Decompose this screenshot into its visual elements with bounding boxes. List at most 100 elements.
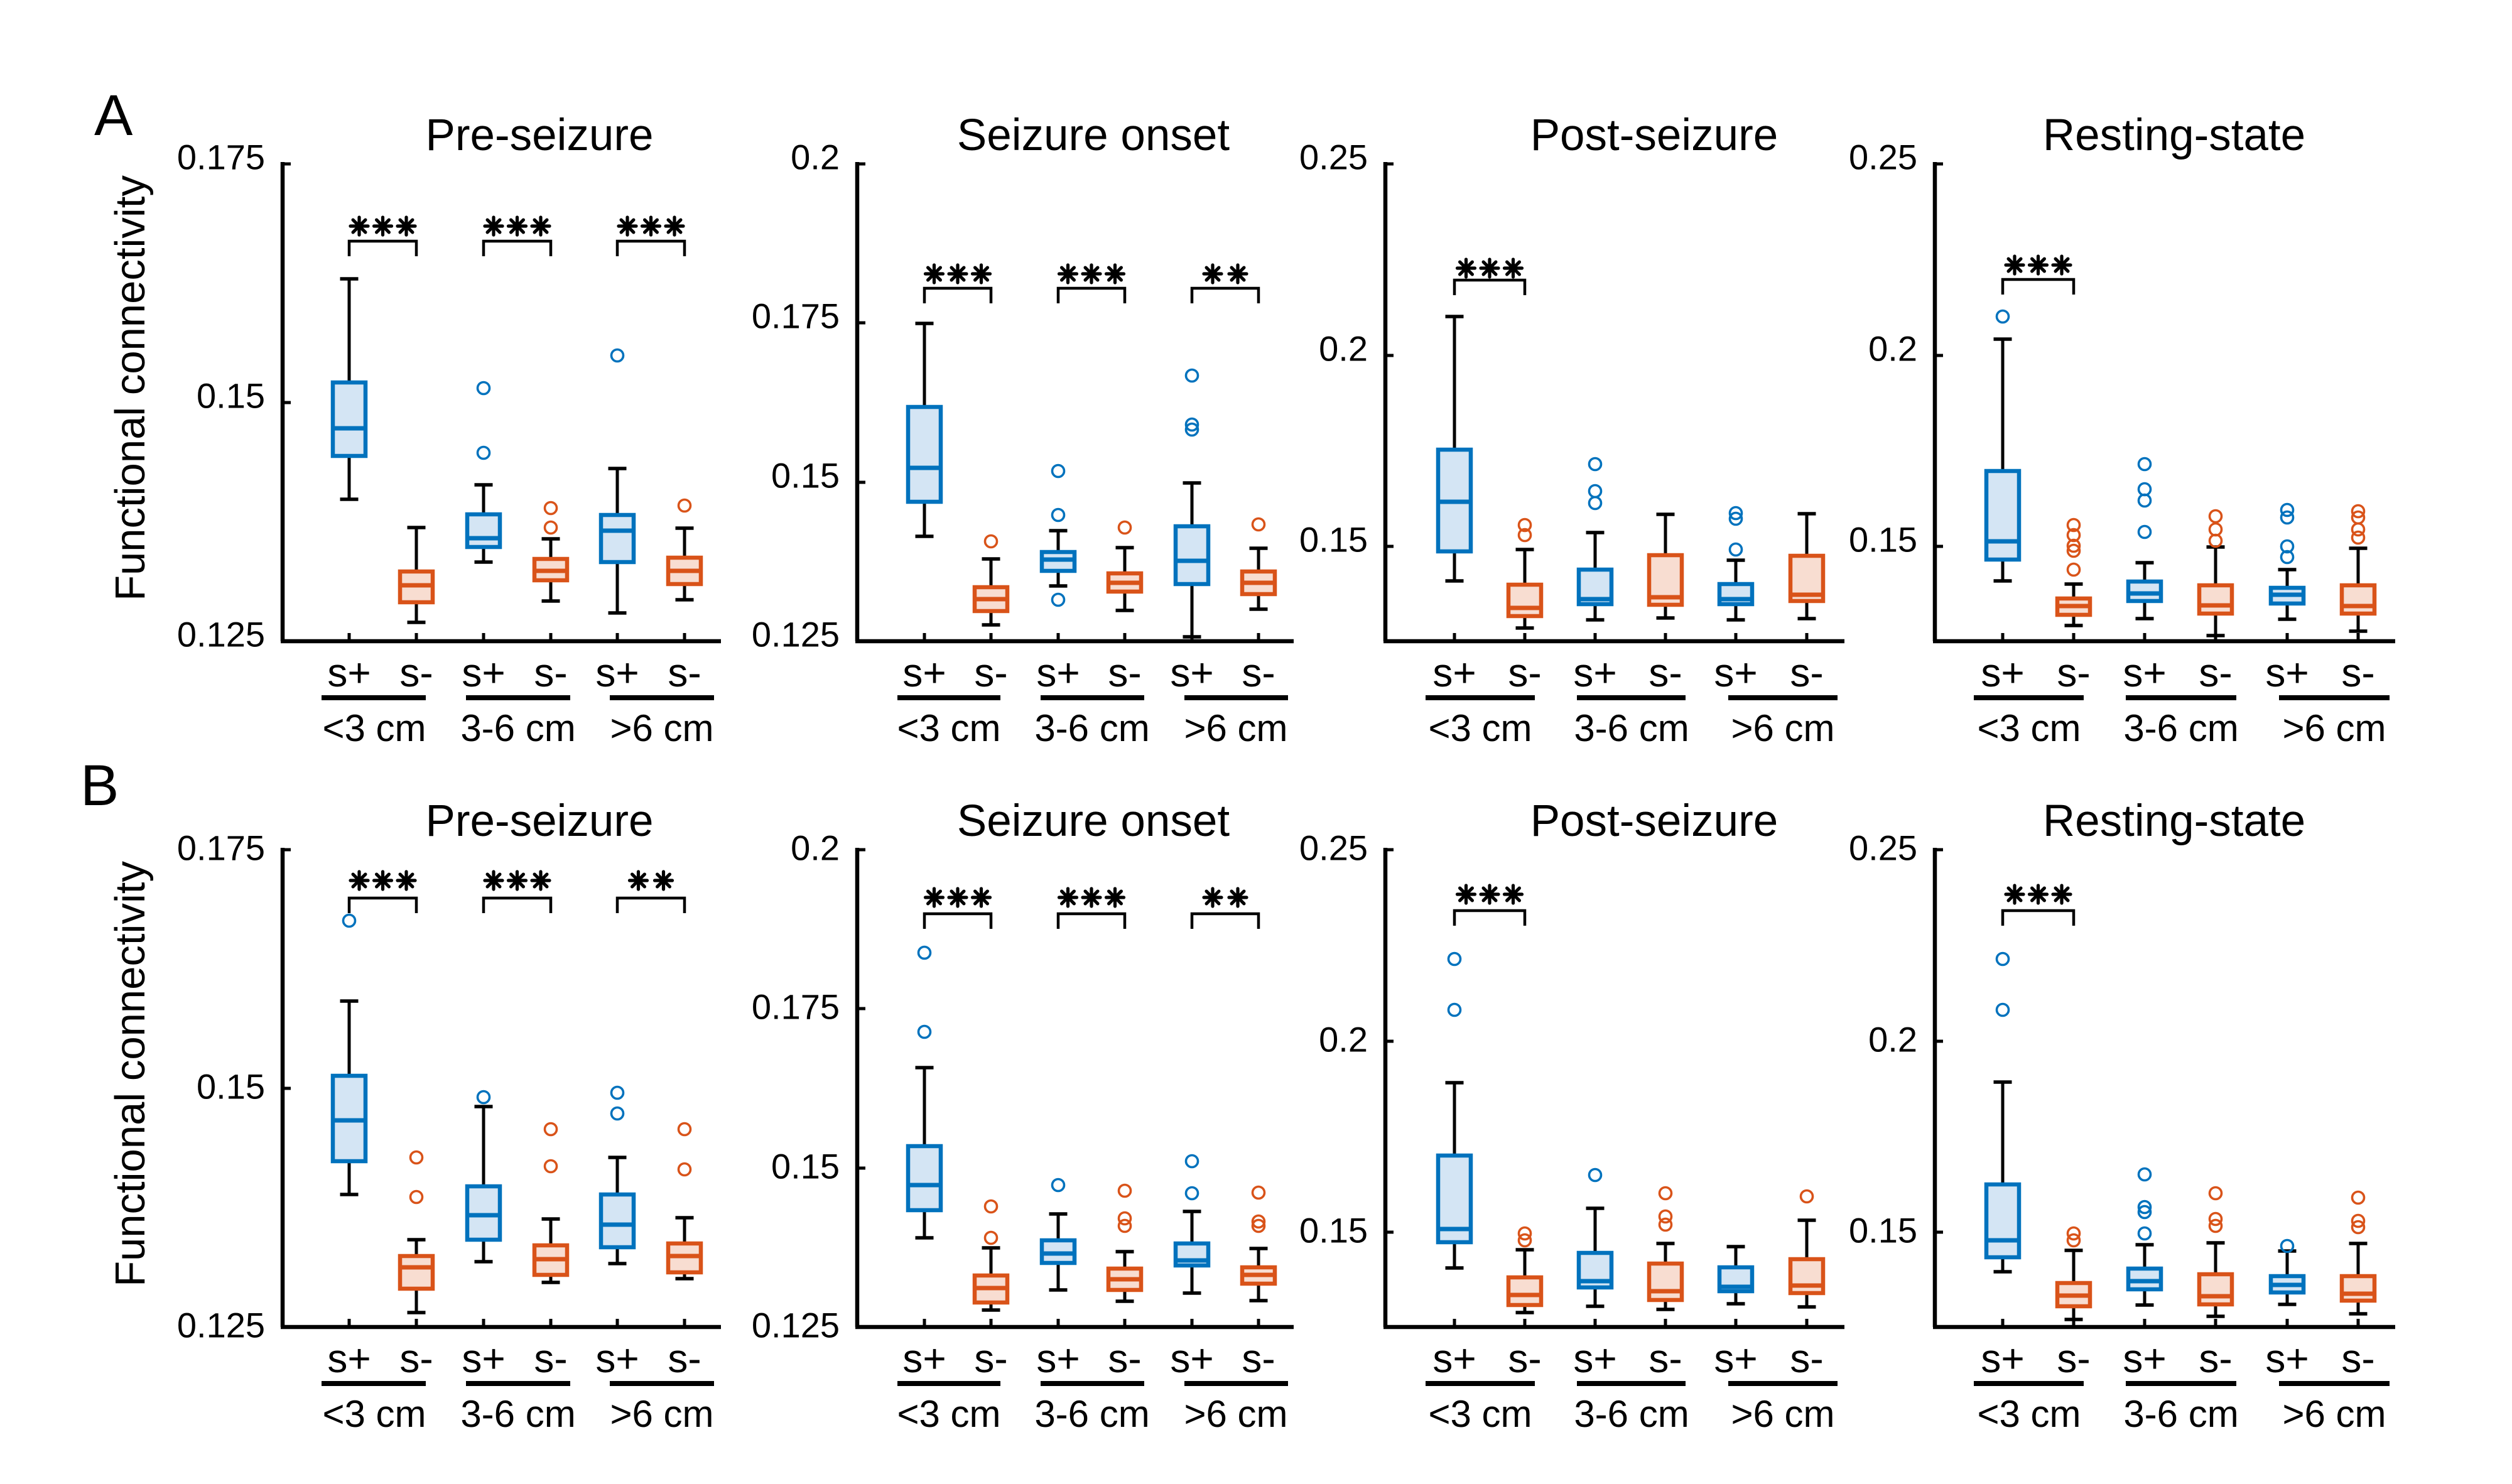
svg-text:s-: s- (2341, 1336, 2374, 1381)
svg-text:0.2: 0.2 (791, 138, 840, 177)
svg-text:3-6 cm: 3-6 cm (2123, 1393, 2238, 1435)
svg-text:<3 cm: <3 cm (322, 707, 426, 749)
svg-text:Post-seizure: Post-seizure (1530, 111, 1778, 160)
svg-text:s+: s+ (1170, 1336, 1213, 1381)
svg-text:0.25: 0.25 (1299, 828, 1368, 868)
svg-text:0.175: 0.175 (752, 296, 840, 336)
svg-text:>6 cm: >6 cm (610, 707, 713, 749)
svg-text:3-6 cm: 3-6 cm (1034, 1393, 1149, 1435)
svg-text:>6 cm: >6 cm (2282, 1393, 2386, 1435)
svg-text:>6 cm: >6 cm (1731, 707, 1834, 749)
svg-text:0.15: 0.15 (197, 1067, 265, 1107)
svg-text:<3 cm: <3 cm (322, 1393, 426, 1435)
svg-text:s+: s+ (1573, 1336, 1616, 1381)
svg-text:Functional connectivity: Functional connectivity (107, 861, 154, 1287)
svg-text:>6 cm: >6 cm (610, 1393, 713, 1435)
svg-text:s+: s+ (1432, 650, 1476, 695)
svg-text:s+: s+ (1036, 650, 1080, 695)
svg-text:<3 cm: <3 cm (897, 707, 1000, 749)
svg-text:0.125: 0.125 (177, 615, 265, 654)
svg-text:s-: s- (399, 650, 433, 695)
svg-text:0.125: 0.125 (177, 1306, 265, 1345)
svg-text:Pre-seizure: Pre-seizure (425, 111, 653, 160)
svg-text:s+: s+ (1432, 1336, 1476, 1381)
svg-text:A: A (94, 84, 133, 148)
svg-text:0.15: 0.15 (197, 376, 265, 416)
svg-text:s-: s- (1508, 1336, 1541, 1381)
svg-text:s+: s+ (902, 650, 946, 695)
svg-text:s-: s- (1648, 650, 1682, 695)
svg-text:Resting-state: Resting-state (2043, 796, 2305, 846)
svg-text:Seizure onset: Seizure onset (957, 796, 1230, 846)
svg-text:s+: s+ (2265, 1336, 2309, 1381)
svg-text:s-: s- (1108, 1336, 1141, 1381)
svg-text:0.2: 0.2 (1868, 1020, 1917, 1059)
svg-text:s-: s- (534, 650, 567, 695)
svg-text:s-: s- (668, 650, 701, 695)
svg-text:Pre-seizure: Pre-seizure (425, 796, 653, 846)
svg-text:s-: s- (1790, 1336, 1823, 1381)
svg-text:0.175: 0.175 (177, 138, 265, 177)
svg-text:0.25: 0.25 (1849, 138, 1917, 177)
svg-text:3-6 cm: 3-6 cm (1034, 707, 1149, 749)
svg-text:3-6 cm: 3-6 cm (2123, 707, 2238, 749)
svg-text:s+: s+ (327, 650, 371, 695)
svg-text:s-: s- (2199, 1336, 2232, 1381)
svg-text:s+: s+ (902, 1336, 946, 1381)
svg-text:>6 cm: >6 cm (1731, 1393, 1834, 1435)
svg-text:s+: s+ (1573, 650, 1616, 695)
svg-text:s-: s- (534, 1336, 567, 1381)
svg-text:0.175: 0.175 (177, 828, 265, 868)
svg-text:Resting-state: Resting-state (2043, 111, 2305, 160)
svg-text:0.2: 0.2 (1868, 329, 1917, 369)
svg-text:s-: s- (1242, 650, 1275, 695)
svg-text:0.15: 0.15 (771, 1147, 840, 1186)
svg-text:0.15: 0.15 (1299, 520, 1368, 560)
svg-text:0.25: 0.25 (1849, 828, 1917, 868)
svg-text:s+: s+ (2265, 650, 2309, 695)
svg-text:s+: s+ (1714, 1336, 1757, 1381)
svg-text:s-: s- (2199, 650, 2232, 695)
svg-text:s-: s- (2057, 650, 2090, 695)
svg-text:3-6 cm: 3-6 cm (460, 1393, 575, 1435)
svg-text:0.15: 0.15 (1849, 520, 1917, 560)
svg-text:s+: s+ (1714, 650, 1757, 695)
svg-text:3-6 cm: 3-6 cm (1574, 707, 1689, 749)
svg-text:0.125: 0.125 (752, 1306, 840, 1345)
svg-text:s-: s- (1508, 650, 1541, 695)
svg-text:s+: s+ (2123, 650, 2166, 695)
svg-text:s-: s- (399, 1336, 433, 1381)
svg-text:s-: s- (668, 1336, 701, 1381)
svg-text:0.125: 0.125 (752, 615, 840, 654)
svg-text:0.175: 0.175 (752, 987, 840, 1027)
svg-text:s-: s- (974, 650, 1007, 695)
svg-text:0.2: 0.2 (791, 828, 840, 868)
svg-text:B: B (80, 754, 119, 818)
svg-text:Functional connectivity: Functional connectivity (107, 175, 154, 601)
svg-text:s-: s- (1108, 650, 1141, 695)
svg-text:s+: s+ (462, 1336, 505, 1381)
svg-text:Seizure onset: Seizure onset (957, 111, 1230, 160)
svg-text:s+: s+ (1981, 1336, 2024, 1381)
svg-text:s-: s- (2341, 650, 2374, 695)
svg-text:<3 cm: <3 cm (1428, 1393, 1532, 1435)
svg-text:s+: s+ (1981, 650, 2024, 695)
svg-text:0.25: 0.25 (1299, 138, 1368, 177)
svg-text:3-6 cm: 3-6 cm (460, 707, 575, 749)
svg-text:s-: s- (1242, 1336, 1275, 1381)
svg-text:s+: s+ (1036, 1336, 1080, 1381)
svg-text:>6 cm: >6 cm (1184, 1393, 1287, 1435)
svg-text:Post-seizure: Post-seizure (1530, 796, 1778, 846)
svg-text:s-: s- (974, 1336, 1007, 1381)
svg-text:s+: s+ (595, 1336, 639, 1381)
svg-text:<3 cm: <3 cm (1428, 707, 1532, 749)
svg-text:s-: s- (1790, 650, 1823, 695)
svg-text:s-: s- (1648, 1336, 1682, 1381)
svg-text:0.15: 0.15 (1299, 1211, 1368, 1250)
svg-text:0.2: 0.2 (1319, 1020, 1368, 1059)
svg-text:s+: s+ (2123, 1336, 2166, 1381)
svg-text:0.2: 0.2 (1319, 329, 1368, 369)
svg-text:<3 cm: <3 cm (1977, 707, 2081, 749)
svg-text:s-: s- (2057, 1336, 2090, 1381)
svg-text:3-6 cm: 3-6 cm (1574, 1393, 1689, 1435)
